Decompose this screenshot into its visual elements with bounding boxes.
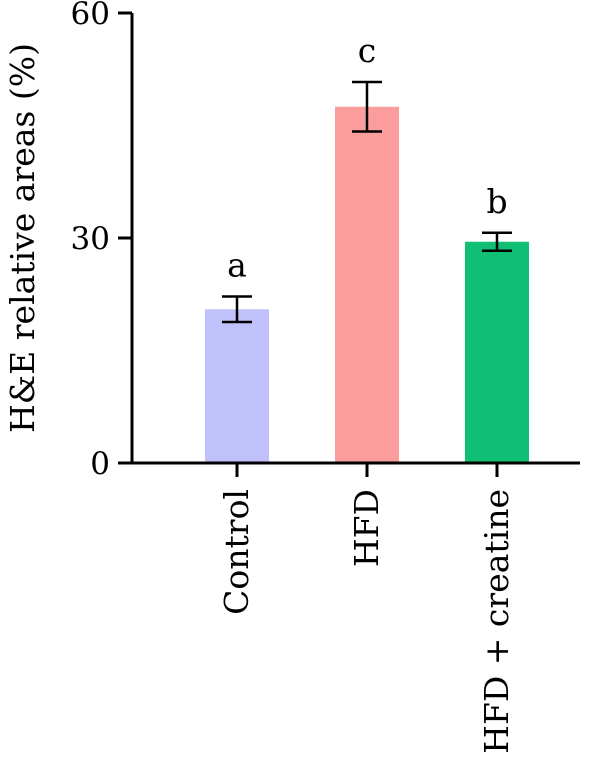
category-label: HFD [347,489,386,567]
y-tick-label: 30 [71,221,110,257]
bar [335,106,399,463]
category-label: HFD + creatine [477,489,516,754]
y-axis-title: H&E relative areas (%) [3,43,42,433]
category-label: Control [217,489,256,615]
y-tick-label: 0 [90,446,110,482]
y-tick-label: 60 [71,0,110,32]
x-axis-ticks [235,463,499,477]
significance-labels: a c b [227,31,507,285]
category-labels: Control HFD HFD + creatine [217,489,516,754]
bar [205,309,269,463]
significance-label: c [358,31,376,70]
error-bars [222,80,512,324]
significance-label: b [486,182,507,221]
bars [205,106,529,463]
y-axis-ticks: 0 30 60 [71,0,132,482]
bar [465,241,529,463]
significance-label: a [227,246,247,285]
